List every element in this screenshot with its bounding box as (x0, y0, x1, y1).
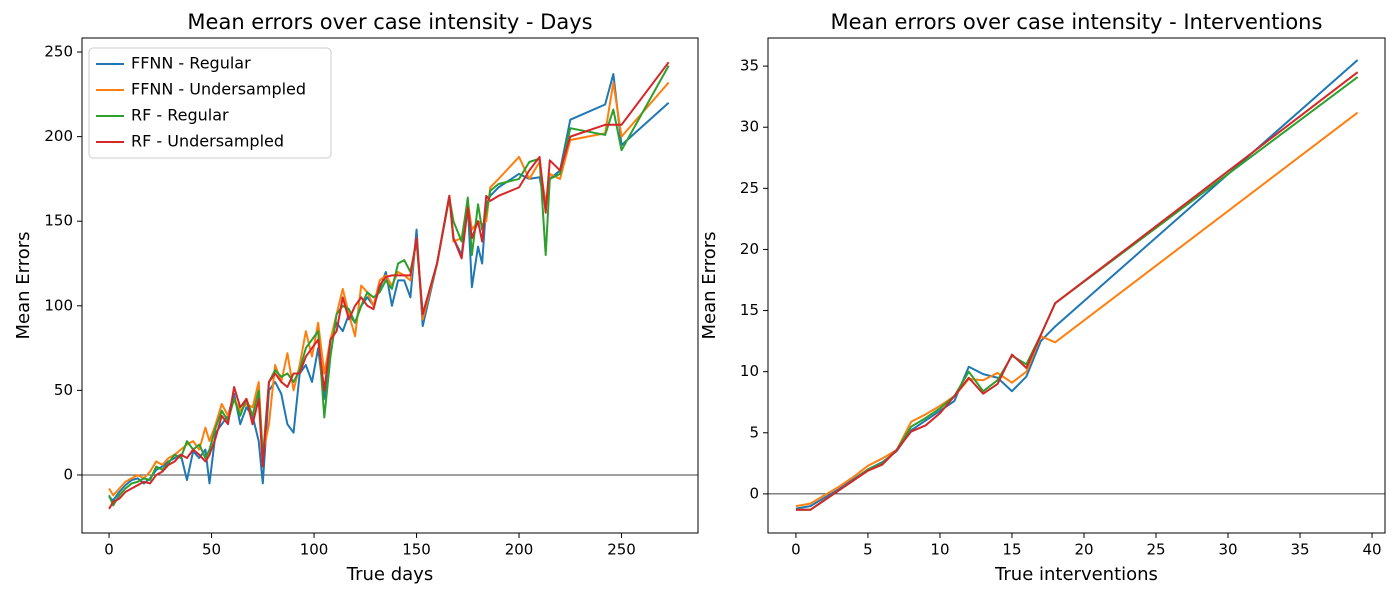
y-tick-label: 0 (749, 484, 759, 502)
legend-label: FFNN - Undersampled (131, 80, 306, 99)
y-tick-label: 30 (740, 118, 759, 136)
x-tick-label: 5 (863, 541, 873, 559)
legend-frame (88, 47, 332, 159)
series-line (795, 111, 1359, 508)
x-tick-label: 25 (1146, 541, 1165, 559)
x-tick-label: 10 (930, 541, 949, 559)
y-tick-label: 15 (740, 301, 759, 319)
y-tick-label: 150 (44, 212, 73, 230)
chart-title: Mean errors over case intensity - Days (187, 10, 592, 34)
plot-frame (81, 37, 699, 534)
y-tick-label: 100 (44, 296, 73, 314)
x-tick-label: 15 (1002, 541, 1021, 559)
x-tick-label: 40 (1362, 541, 1381, 559)
y-tick-label: 200 (44, 127, 73, 145)
legend: FFNN - Regular FFNN - Undersampled RF - Re… (88, 47, 332, 159)
series-line (108, 61, 670, 510)
series-line (795, 59, 1359, 510)
x-axis-label: True interventions (994, 564, 1158, 585)
y-tick-label: 250 (44, 43, 73, 61)
y-tick-label: 35 (740, 57, 759, 75)
legend-label: RF - Undersampled (131, 132, 284, 151)
series-line (795, 71, 1359, 511)
x-tick-label: 50 (202, 541, 221, 559)
plot: Mean errors over case intensity - Days Tr… (13, 10, 699, 585)
x-tick-label: 30 (1218, 541, 1237, 559)
y-tick-label: 0 (63, 465, 73, 483)
plot-frame (767, 37, 1386, 534)
legend-label: RF - Regular (131, 106, 229, 125)
x-tick-label: 250 (607, 541, 636, 559)
chart-title: Mean errors over case intensity - Interv… (831, 10, 1323, 34)
y-tick-label: 50 (54, 381, 73, 399)
legend-label: FFNN - Regular (131, 54, 251, 73)
series-line (795, 76, 1359, 511)
x-tick-label: 20 (1074, 541, 1093, 559)
y-tick-label: 5 (749, 423, 759, 441)
x-tick-label: 35 (1290, 541, 1309, 559)
x-axis-label: True days (346, 564, 433, 585)
x-tick-label: 200 (505, 541, 534, 559)
y-axis-label: Mean Errors (13, 231, 34, 339)
y-tick-label: 25 (740, 179, 759, 197)
y-axis-label: Mean Errors (699, 231, 720, 339)
x-tick-label: 150 (402, 541, 431, 559)
y-tick-label: 20 (740, 240, 759, 258)
plot: Mean errors over case intensity - Interv… (699, 10, 1386, 585)
x-tick-label: 100 (300, 541, 329, 559)
x-tick-label: 0 (104, 541, 114, 559)
x-tick-label: 0 (791, 541, 801, 559)
y-tick-label: 10 (740, 362, 759, 380)
